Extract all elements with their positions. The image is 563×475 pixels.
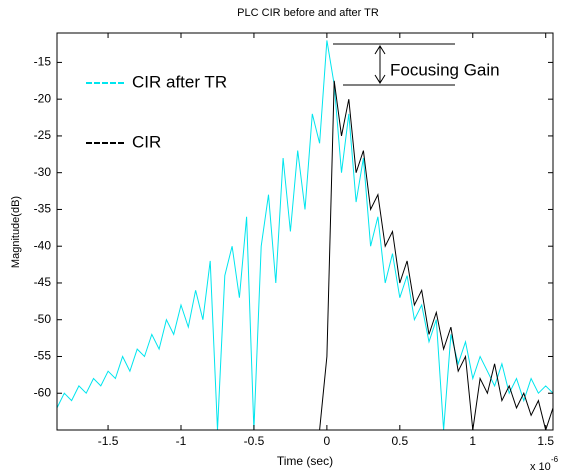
annotation-text: Focusing Gain [390, 60, 500, 79]
y-axis-label: Magnitude(dB) [10, 196, 22, 268]
series-line [57, 40, 553, 430]
x-multiplier-exponent: -6 [551, 455, 559, 464]
series-line [319, 80, 553, 430]
legend-label: CIR after TR [132, 72, 227, 91]
axes-box [56, 32, 554, 431]
x-multiplier: x 10 [530, 461, 551, 473]
x-tick-label: 1.5 [537, 434, 554, 448]
x-tick-label: -1 [176, 434, 187, 448]
y-tick-label: -40 [34, 238, 52, 252]
x-tick-label: 0 [324, 434, 331, 448]
plot-area [57, 40, 553, 430]
y-tick-label: -20 [34, 91, 52, 105]
x-tick-label: -1.5 [98, 434, 119, 448]
y-tick-label: -15 [34, 55, 52, 69]
chart-title: PLC CIR before and after TR [237, 7, 379, 19]
y-tick-label: -45 [34, 275, 52, 289]
y-tick-label: -30 [34, 165, 52, 179]
x-tick-label: 0.5 [391, 434, 408, 448]
legend-label: CIR [132, 132, 161, 151]
y-tick-label: -55 [34, 349, 52, 363]
x-axis-label: Time (sec) [277, 454, 333, 468]
y-tick-label: -25 [34, 128, 52, 142]
annotation-arrowheads [374, 45, 386, 84]
y-tick-label: -50 [34, 312, 52, 326]
y-tick-label: -60 [34, 385, 52, 399]
x-tick-label: 1 [469, 434, 476, 448]
y-tick-label: -35 [34, 202, 52, 216]
x-tick-label: -0.5 [244, 434, 265, 448]
focusing-gain-annotation: Focusing Gain [333, 43, 500, 86]
